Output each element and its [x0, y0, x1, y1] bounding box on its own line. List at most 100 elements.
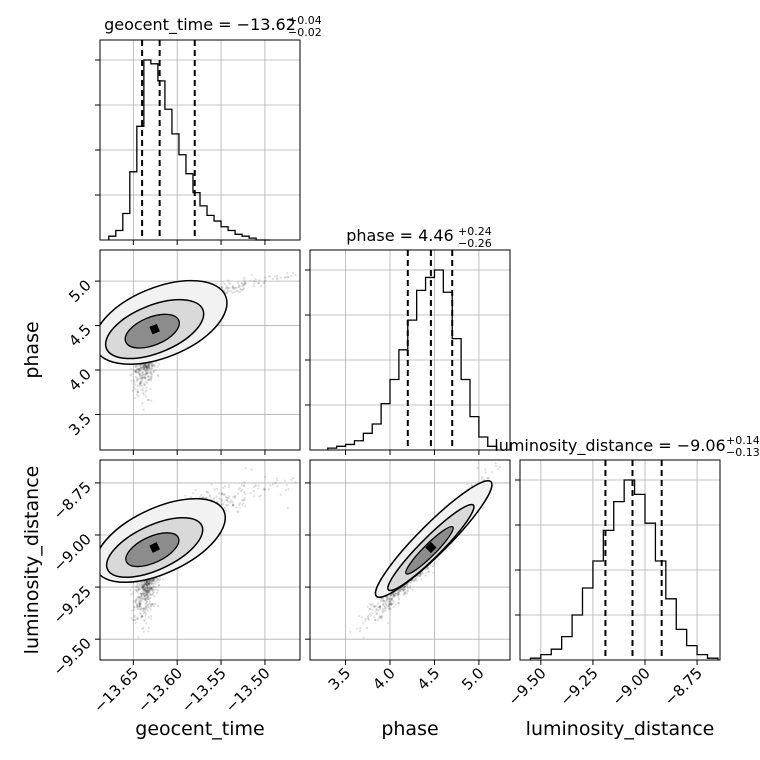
sample-point: [198, 496, 202, 499]
sample-point: [269, 484, 272, 487]
sample-point: [155, 588, 158, 591]
sample-point: [146, 580, 149, 583]
sample-point: [151, 589, 154, 592]
sample-point: [142, 386, 145, 389]
title-phase-minus: −0.26: [458, 237, 492, 250]
sample-point: [145, 372, 148, 375]
sample-point: [143, 618, 146, 622]
density-peak: [149, 323, 160, 335]
sample-point: [234, 286, 237, 289]
sample-point: [143, 596, 146, 599]
sample-point: [142, 382, 146, 385]
sample-point: [136, 378, 139, 381]
sample-point: [140, 366, 143, 370]
sample-point: [148, 364, 151, 367]
sample-point: [141, 372, 144, 375]
sample-point: [145, 583, 149, 586]
sample-point: [264, 276, 267, 279]
sample-point: [135, 368, 138, 371]
title-geocent-time: geocent_time = −13.62: [104, 15, 296, 35]
sample-point: [139, 367, 142, 370]
sample-point: [207, 491, 210, 494]
sample-point: [258, 279, 261, 282]
sample-point: [139, 365, 142, 368]
sample-point: [151, 580, 154, 583]
sample-point: [136, 371, 139, 374]
sample-point: [149, 387, 152, 390]
sample-point: [147, 398, 150, 401]
sample-point: [236, 286, 239, 289]
sample-point: [262, 282, 265, 285]
sample-point: [252, 494, 256, 498]
sample-point: [141, 592, 144, 595]
sample-point: [231, 286, 234, 289]
sample-point: [346, 471, 348, 473]
sample-point: [144, 369, 147, 373]
sample-point: [146, 598, 149, 601]
title-luminosity-distance-minus: −0.13: [726, 446, 760, 459]
title-luminosity-distance: luminosity_distance = −9.06: [494, 436, 725, 456]
xlabel-phase: phase: [381, 718, 438, 740]
sample-point: [244, 492, 247, 495]
sample-point: [149, 368, 152, 371]
sample-point: [151, 363, 154, 366]
sample-point: [150, 579, 153, 582]
sample-point: [144, 594, 147, 597]
sample-point: [317, 471, 319, 473]
sample-point: [147, 581, 151, 584]
sample-point: [228, 281, 231, 285]
sample-point: [138, 598, 141, 602]
sample-point: [237, 488, 240, 491]
sample-point: [147, 582, 151, 585]
sample-point: [146, 581, 150, 585]
sample-point: [147, 591, 150, 594]
sample-point: [139, 369, 142, 372]
panel-frame: [99, 249, 301, 451]
sample-point: [147, 579, 150, 582]
sample-point: [130, 616, 133, 619]
sample-point: [230, 499, 233, 503]
sample-point: [148, 366, 151, 369]
sample-point: [234, 287, 237, 290]
sample-point: [213, 488, 216, 491]
sample-point: [158, 584, 161, 587]
sample-point: [223, 506, 226, 510]
sample-point: [147, 365, 150, 369]
sample-point: [139, 608, 142, 611]
sample-point: [144, 587, 148, 590]
sample-point: [205, 490, 208, 493]
sample-point: [148, 581, 152, 584]
sample-point: [263, 488, 266, 491]
sample-point: [241, 289, 244, 292]
sample-point: [208, 494, 212, 497]
sample-point: [136, 596, 139, 599]
sample-point: [200, 493, 203, 497]
sample-point: [396, 259, 398, 261]
sample-point: [143, 364, 147, 367]
sample-point: [143, 588, 146, 591]
sample-point: [144, 592, 147, 595]
scatter-group: [100, 467, 348, 639]
sample-point: [194, 488, 197, 492]
sample-point: [249, 492, 252, 495]
sample-point: [145, 597, 148, 600]
sample-point: [273, 275, 277, 278]
sample-point: [142, 365, 145, 368]
sample-point: [141, 371, 144, 374]
sample-point: [142, 588, 145, 592]
sample-point: [150, 399, 153, 402]
sample-point: [144, 390, 147, 393]
sample-point: [143, 585, 146, 588]
sample-point: [153, 583, 156, 586]
sample-point: [138, 605, 142, 608]
sample-point: [267, 275, 270, 278]
sample-point: [147, 616, 150, 619]
sample-point: [145, 365, 148, 369]
sample-point: [140, 388, 143, 391]
sample-point: [142, 580, 146, 584]
sample-point: [155, 591, 159, 594]
sample-point: [323, 270, 325, 272]
sample-point: [252, 285, 255, 288]
sample-point: [138, 601, 141, 605]
sample-point: [144, 580, 147, 583]
